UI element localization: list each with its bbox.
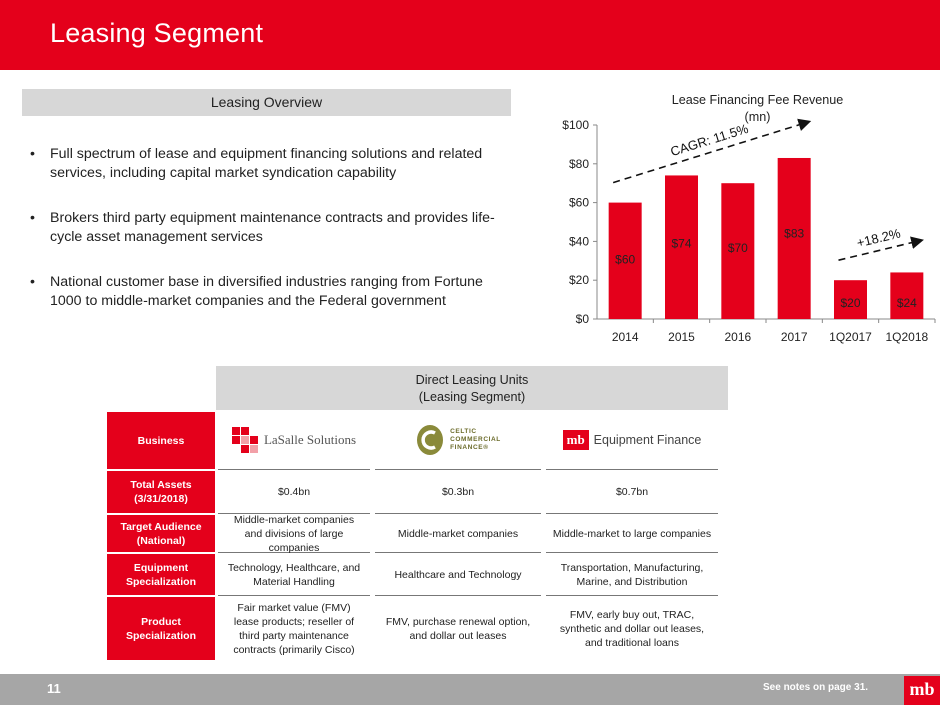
bar	[721, 183, 755, 319]
row-label-product: Product Specialization	[107, 597, 215, 660]
x-tick-label: 1Q2018	[885, 330, 928, 344]
celtic-logo: CELTIC COMMERCIAL FINANCE®	[375, 420, 541, 460]
bar-value-label: $70	[728, 241, 748, 255]
row-label-business: Business	[107, 412, 215, 469]
row-divider	[375, 595, 541, 596]
y-tick-label: $40	[569, 234, 589, 248]
bullet-dot-icon: •	[30, 274, 35, 290]
footer-bar	[0, 674, 940, 705]
equipment-cell: Healthcare and Technology	[394, 568, 522, 581]
header-bar	[0, 0, 940, 70]
overview-heading: Leasing Overview	[22, 89, 511, 116]
overview-bullet-list: • Full spectrum of lease and equipment fi…	[30, 145, 500, 337]
y-tick-label: $20	[569, 273, 589, 287]
product-cell: FMV, purchase renewal option, and dollar…	[385, 615, 531, 642]
bar	[890, 272, 924, 319]
assets-cell: $0.4bn	[277, 486, 311, 498]
bullet-item: • Full spectrum of lease and equipment fi…	[30, 145, 500, 183]
revenue-bar-chart: $0 $20 $40 $60 $80 $100 $60 2014 $74 2015 $70 2016 $…	[562, 118, 936, 344]
row-label-equipment: Equipment Specialization	[107, 554, 215, 595]
bullet-dot-icon: •	[30, 210, 35, 226]
audience-cell: Middle-market companies and divisions of…	[233, 513, 355, 554]
equipment-cell: Technology, Healthcare, and Material Han…	[227, 561, 361, 588]
chart-subtitle: (mn)	[744, 110, 771, 124]
celtic-text-line: FINANCE®	[450, 444, 489, 451]
celtic-text-line: CELTIC	[450, 428, 477, 435]
celtic-emblem-icon	[417, 425, 444, 455]
trend-arrow	[838, 236, 924, 261]
units-heading-line2: (Leasing Segment)	[418, 390, 526, 404]
row-divider	[218, 513, 370, 514]
y-tick-label: $100	[562, 118, 589, 132]
equipment-cell: Transportation, Manufacturing, Marine, a…	[560, 561, 704, 588]
row-divider	[218, 469, 370, 470]
y-tick-label: $60	[569, 196, 589, 210]
celtic-text-line: COMMERCIAL	[450, 436, 501, 443]
page-title: Leasing Segment	[50, 18, 264, 48]
bullet-item: • National customer base in diversified i…	[30, 273, 500, 311]
bullet-text: Full spectrum of lease and equipment fin…	[50, 146, 483, 181]
notes-reference: See notes on page 31.	[763, 682, 869, 693]
assets-cell: $0.7bn	[615, 486, 649, 498]
x-tick-label: 2015	[668, 330, 695, 344]
growth-annotation: +18.2%	[855, 225, 902, 250]
x-tick-label: 2017	[781, 330, 808, 344]
bar	[834, 280, 867, 319]
row-label-audience: Target Audience (National)	[107, 515, 215, 552]
x-tick-label: 1Q2017	[829, 330, 872, 344]
product-cell: FMV, early buy out, TRAC, synthetic and …	[559, 608, 705, 649]
row-divider	[375, 513, 541, 514]
units-heading: Direct Leasing Units (Leasing Segment)	[216, 366, 728, 410]
row-divider	[546, 552, 718, 553]
page-number: 11	[47, 681, 61, 696]
bar-value-label: $74	[671, 237, 691, 251]
chart-title: Lease Financing Fee Revenue (mn)	[630, 92, 885, 126]
bar	[777, 157, 811, 319]
trend-arrow	[612, 118, 812, 184]
bar-value-label: $60	[615, 252, 635, 266]
row-divider	[546, 595, 718, 596]
bullet-item: • Brokers third party equipment maintenan…	[30, 209, 500, 247]
y-tick-label: $80	[569, 157, 589, 171]
bar	[608, 202, 642, 319]
row-divider	[375, 469, 541, 470]
audience-cell: Middle-market to large companies	[552, 527, 712, 540]
bullet-text: Brokers third party equipment maintenanc…	[50, 210, 495, 245]
mb-mark-icon: mb	[562, 430, 589, 450]
bar	[665, 175, 698, 319]
row-divider	[375, 552, 541, 553]
assets-cell: $0.3bn	[441, 486, 475, 498]
bar-value-label: $20	[840, 296, 860, 310]
celtic-logo-text: CELTIC COMMERCIAL FINANCE®	[450, 428, 501, 452]
audience-cell: Middle-market companies	[397, 527, 519, 540]
units-heading-line1: Direct Leasing Units	[415, 373, 529, 387]
bullet-dot-icon: •	[30, 146, 35, 162]
row-divider	[218, 595, 370, 596]
row-label-assets: Total Assets (3/31/2018)	[107, 471, 215, 513]
row-divider	[546, 513, 718, 514]
lasalle-logo-text: LaSalle Solutions	[263, 432, 357, 447]
mb-logo-icon: mb	[904, 676, 940, 705]
bar-value-label: $24	[897, 296, 917, 310]
mb-equipment-finance-logo: mb Equipment Finance	[546, 420, 718, 460]
product-cell: Fair market value (FMV) lease products; …	[233, 601, 355, 656]
chart-title-line: Lease Financing Fee Revenue	[671, 93, 844, 107]
x-tick-label: 2014	[612, 330, 639, 344]
row-divider	[218, 552, 370, 553]
bullet-text: National customer base in diversified in…	[50, 274, 483, 309]
mb-logo-text: Equipment Finance	[593, 433, 702, 447]
bar-value-label: $83	[784, 227, 804, 241]
lasalle-logo: LaSalle Solutions	[218, 420, 370, 460]
row-divider	[546, 469, 718, 470]
y-tick-label: $0	[576, 312, 590, 326]
x-tick-label: 2016	[724, 330, 751, 344]
lasalle-grid-icon	[231, 427, 258, 453]
